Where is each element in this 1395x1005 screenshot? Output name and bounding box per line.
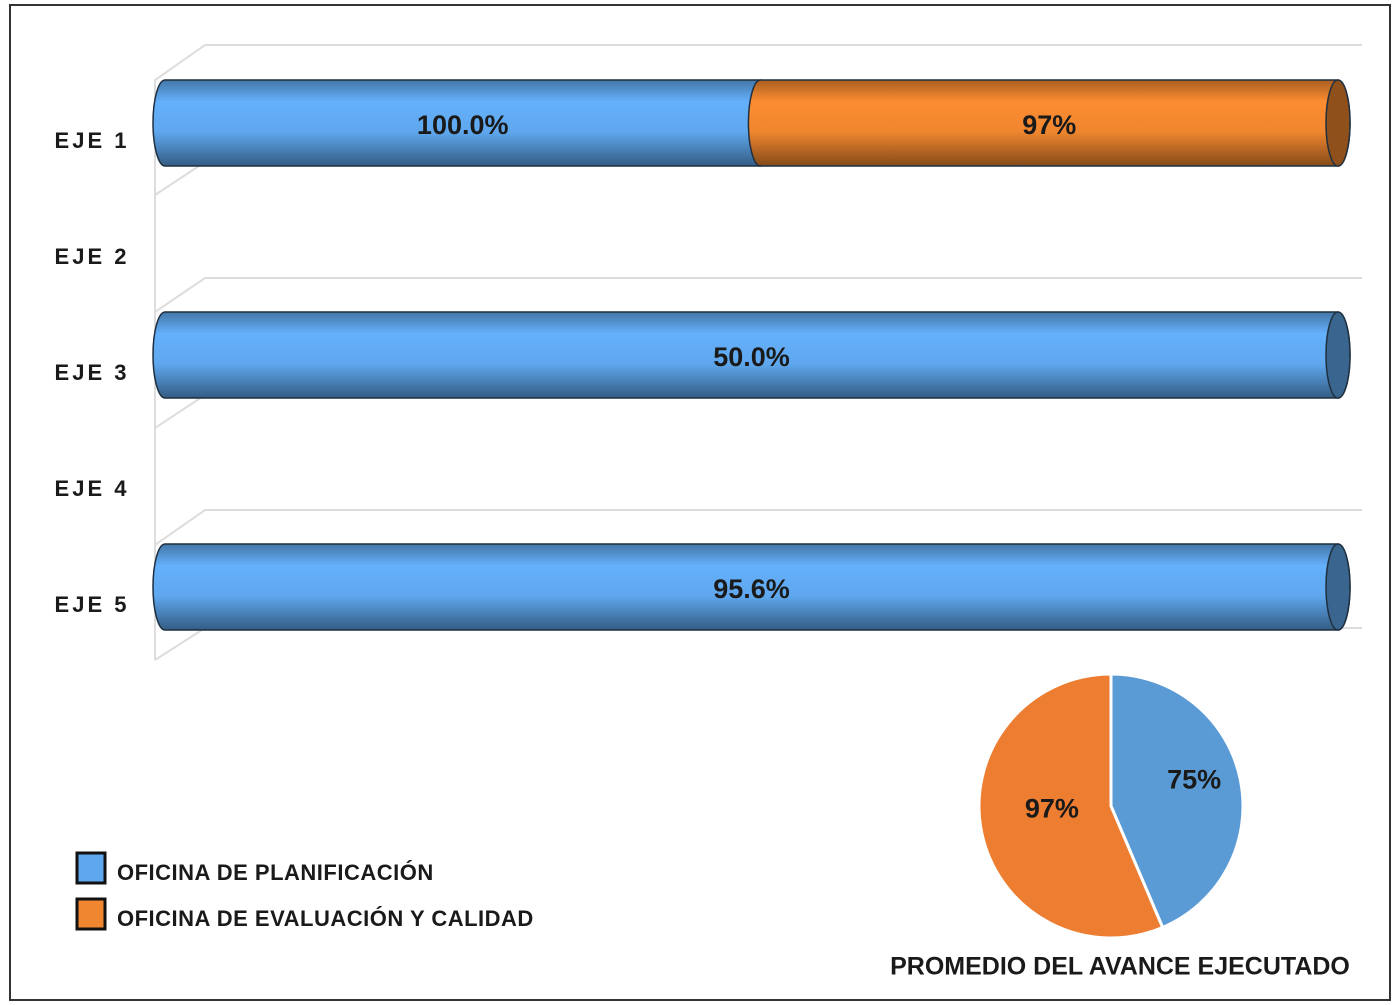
wall <box>154 277 1362 313</box>
y-tick-label: EJE 4 <box>55 476 130 501</box>
data-label: 95.6% <box>713 574 790 604</box>
bar-cap <box>1325 543 1351 631</box>
data-label: 97% <box>1022 110 1076 140</box>
legend-label: OFICINA DE EVALUACIÓN Y CALIDAD <box>117 906 534 931</box>
data-label: 50.0% <box>713 342 790 372</box>
legend-swatch <box>75 897 107 931</box>
data-label: 100.0% <box>417 110 509 140</box>
wall <box>154 161 206 196</box>
y-tick-label: EJE 5 <box>55 592 130 617</box>
data-label: 97% <box>1025 794 1079 824</box>
pie-slice <box>1109 672 1245 930</box>
y-tick-label: EJE 3 <box>55 360 130 385</box>
pie-title: PROMEDIO DEL AVANCE EJECUTADO <box>890 953 1350 981</box>
bar-cap <box>1325 311 1351 399</box>
pie-slice <box>977 672 1165 940</box>
wall <box>154 509 1362 546</box>
y-tick-label: EJE 2 <box>55 244 130 269</box>
bar-cap <box>1325 79 1351 167</box>
legend-swatch <box>75 851 107 885</box>
wall <box>154 394 206 429</box>
legend-label: OFICINA DE PLANIFICACIÓN <box>117 860 434 885</box>
data-label: 75% <box>1167 765 1221 795</box>
y-tick-label: EJE 1 <box>55 128 130 153</box>
